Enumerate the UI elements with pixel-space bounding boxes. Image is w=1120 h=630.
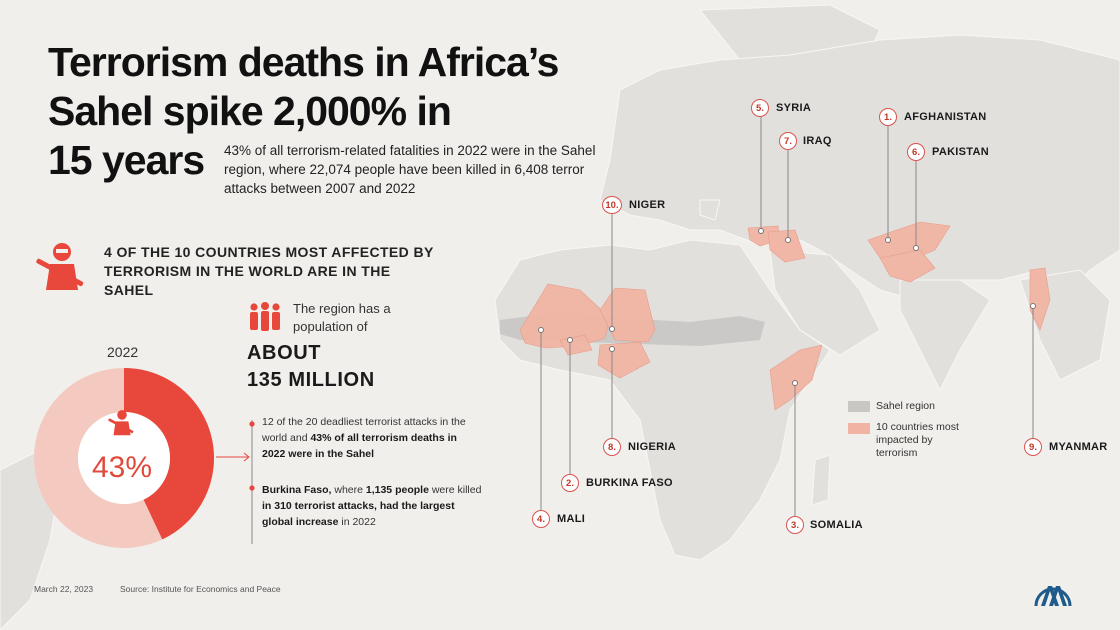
badge-pakistan: 6.	[907, 143, 925, 161]
footer-source: Source: Institute for Economics and Peac…	[120, 584, 281, 594]
iraq-shape	[767, 229, 806, 263]
fact-burkina-faso: Burkina Faso, where 1,135 people were ki…	[262, 482, 482, 530]
eurasia-landmass	[599, 34, 1120, 301]
footer-date: March 22, 2023	[34, 584, 94, 594]
label-niger: NIGER	[629, 199, 666, 211]
myanmar-shape	[1029, 267, 1051, 331]
page-title: Terrorism deaths in Africa’s Sahel spike…	[48, 38, 608, 185]
pakistan-shape	[879, 249, 936, 283]
arabia-landmass	[769, 249, 881, 356]
donut-year: 2022	[107, 344, 139, 360]
fact-0-run-1: 43% of all terrorism deaths in 2022 were…	[262, 432, 457, 460]
india-landmass	[899, 279, 991, 392]
subtitle: 43% of all terrorism-related fatalities …	[224, 143, 596, 196]
facts-connector	[216, 420, 255, 544]
anadolu-agency-logo	[1034, 586, 1072, 607]
people-group-icon	[250, 302, 280, 331]
donut-percent-label: 43%	[91, 451, 153, 484]
legend-top10-swatch	[848, 423, 870, 434]
gunman-small-icon	[108, 410, 134, 436]
fact-1-run-1: where	[331, 484, 366, 496]
label-burkina-faso: BURKINA FASO	[586, 477, 673, 489]
fact-0-run-0: 12 of the 20 deadliest terrorist attacks…	[262, 416, 466, 444]
fact-1-run-5: in 2022	[338, 516, 376, 528]
donut-chart	[34, 368, 214, 548]
fact-1-run-3: were killed	[428, 484, 482, 496]
greece-landmass	[699, 199, 721, 221]
population-line-1: ABOUT	[247, 342, 322, 364]
somalia-shape	[769, 344, 823, 411]
badge-iraq: 7.	[779, 132, 797, 150]
title-line-2: Sahel spike 2,000% in	[48, 88, 452, 134]
badge-afghanistan: 1.	[879, 108, 897, 126]
badge-myanmar: 9.	[1024, 438, 1042, 456]
label-pakistan: PAKISTAN	[932, 146, 989, 158]
label-afghanistan: AFGHANISTAN	[904, 111, 987, 123]
title-line-3: 15 years	[48, 137, 205, 183]
gunman-icon	[36, 243, 84, 290]
population-line-2: 135 MILLION	[247, 369, 375, 391]
badge-mali: 4.	[532, 510, 550, 528]
label-myanmar: MYANMAR	[1049, 441, 1108, 453]
madagascar-landmass	[811, 454, 831, 506]
fact-1-run-2: 1,135 people	[365, 484, 429, 496]
fact-deadliest-attacks: 12 of the 20 deadliest terrorist attacks…	[262, 414, 482, 462]
label-mali: MALI	[557, 513, 586, 525]
label-somalia: SOMALIA	[810, 519, 863, 531]
legend-sahel-label: Sahel region	[876, 400, 935, 412]
label-syria: SYRIA	[776, 102, 812, 114]
donut-center	[78, 412, 170, 504]
badge-syria: 5.	[751, 99, 769, 117]
population-figure: ABOUT 135 MILLION	[247, 340, 447, 394]
fact-1-run-4: in 310 terrorist attacks, had the larges…	[262, 500, 455, 528]
label-nigeria: NIGERIA	[628, 441, 676, 453]
badge-nigeria: 8.	[603, 438, 621, 456]
label-iraq: IRAQ	[803, 135, 832, 147]
legend-top10-label: 10 countries most impacted by terrorism	[876, 421, 959, 459]
fact-1-run-0: Burkina Faso,	[262, 484, 332, 496]
headline: 4 OF THE 10 COUNTRIES MOST AFFECTED BY T…	[104, 244, 434, 298]
population-intro: The region has a population of	[293, 301, 391, 334]
badge-niger: 10.	[602, 196, 622, 214]
title-line-1: Terrorism deaths in Africa’s	[48, 39, 560, 85]
badge-somalia: 3.	[786, 516, 804, 534]
legend-sahel-swatch	[848, 401, 870, 412]
donut-highlight-arc	[123, 368, 214, 540]
badge-burkina-faso: 2.	[561, 474, 579, 492]
